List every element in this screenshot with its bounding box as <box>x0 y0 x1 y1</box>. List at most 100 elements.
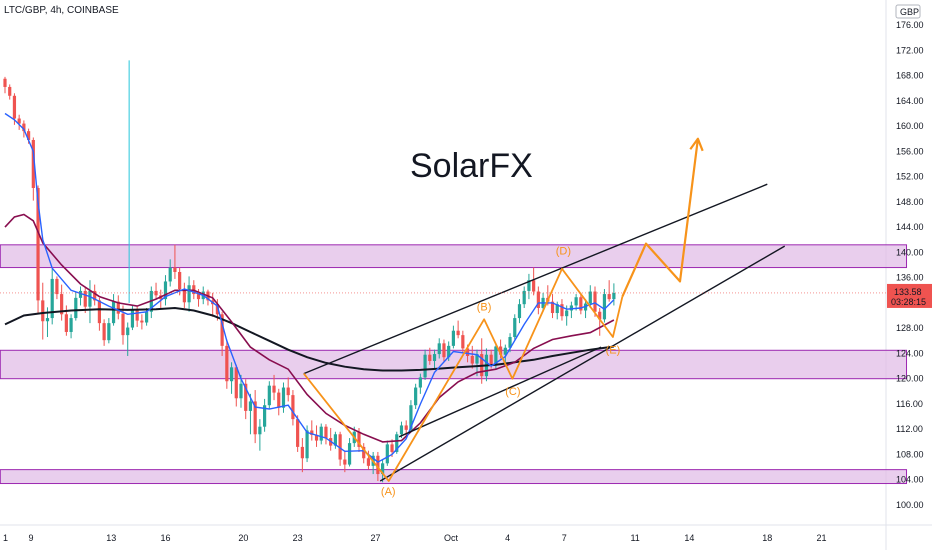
y-tick-label: 164.00 <box>896 96 924 106</box>
x-tick-label: 9 <box>28 533 33 543</box>
candle-body <box>418 377 422 388</box>
y-tick-label: 152.00 <box>896 172 924 182</box>
y-tick-label: 156.00 <box>896 146 924 156</box>
candle-body <box>447 345 451 358</box>
candle-body <box>107 323 111 341</box>
wave-label: (B) <box>477 301 492 313</box>
fast-moving-average-line <box>4 112 615 463</box>
y-tick-label: 112.00 <box>896 424 923 434</box>
candle-body <box>381 463 385 475</box>
candle-body <box>253 401 257 435</box>
symbol-title[interactable]: LTC/GBP, 4h, COINBASE <box>4 5 119 16</box>
candle-body <box>593 291 597 312</box>
candle-body <box>574 297 578 306</box>
trendline <box>303 183 768 375</box>
y-tick-label: 104.00 <box>896 475 924 485</box>
candle-body <box>116 301 120 314</box>
candle-body <box>69 318 73 332</box>
candle-body <box>27 131 31 140</box>
candle-body <box>88 290 92 307</box>
candle-body <box>475 354 479 364</box>
candle-body <box>347 443 352 465</box>
y-tick-label: 176.00 <box>896 20 924 30</box>
candle-body <box>560 304 564 317</box>
candle-body <box>244 383 248 411</box>
candle-body <box>569 305 573 311</box>
x-tick-label: 20 <box>238 533 248 543</box>
y-tick-label: 172.00 <box>896 45 924 55</box>
candle-body <box>338 434 342 460</box>
candle-body <box>296 419 300 447</box>
medium-moving-average-line <box>4 213 615 443</box>
x-tick-label: 14 <box>684 533 694 543</box>
candle-body <box>8 86 12 96</box>
candle-body <box>36 187 40 301</box>
candle-body <box>390 444 394 452</box>
last-price-value: 133.58 <box>894 287 922 297</box>
candle-body <box>12 95 17 119</box>
trendline <box>398 346 602 438</box>
candle-body <box>145 311 149 323</box>
x-tick-label: 23 <box>293 533 303 543</box>
elliott-wave-path <box>303 267 624 482</box>
projection-path <box>621 138 699 298</box>
candle-body <box>442 343 446 358</box>
candle-body <box>470 355 474 364</box>
x-tick-label: 13 <box>106 533 116 543</box>
candle-body <box>409 405 413 430</box>
wave-label: (D) <box>556 245 571 257</box>
x-tick-label: 4 <box>505 533 510 543</box>
wave-label: (E) <box>606 344 621 356</box>
candle-body <box>126 327 130 336</box>
support-resistance-zone <box>0 349 908 380</box>
candle-body <box>93 290 97 301</box>
candle-body <box>461 335 465 349</box>
candles-layer <box>3 76 616 483</box>
candle-body <box>414 387 418 406</box>
candle-body <box>187 285 191 303</box>
candle-body <box>272 385 276 393</box>
candle-body <box>225 345 229 382</box>
candle-body <box>451 330 455 346</box>
candle-body <box>220 314 224 346</box>
candle-body <box>395 434 399 452</box>
candle-body <box>111 301 116 324</box>
support-resistance-zone <box>0 244 908 269</box>
candle-body <box>258 426 262 435</box>
candle-body <box>423 354 427 378</box>
candle-body <box>404 425 408 430</box>
candle-body <box>489 354 493 365</box>
candle-body <box>376 455 380 475</box>
candle-body <box>83 290 87 307</box>
candle-body <box>102 323 106 341</box>
candle-body <box>41 300 45 322</box>
candle-body <box>550 301 555 314</box>
candle-body <box>428 354 432 362</box>
candle-body <box>135 309 139 321</box>
candle-body <box>536 291 540 308</box>
candle-body <box>607 294 611 300</box>
candle-body <box>598 311 602 320</box>
candle-body <box>522 290 526 305</box>
y-tick-label: 108.00 <box>896 449 924 459</box>
candle-body <box>50 278 54 319</box>
x-tick-label: 21 <box>817 533 827 543</box>
candle-body <box>310 430 314 435</box>
candle-body <box>437 343 441 355</box>
y-tick-label: 148.00 <box>896 197 924 207</box>
candle-body <box>527 280 531 291</box>
currency-badge[interactable] <box>895 4 921 19</box>
candle-body <box>22 123 26 132</box>
candle-body <box>78 290 83 298</box>
y-tick-label: 168.00 <box>896 71 924 81</box>
candle-body <box>3 78 7 87</box>
candle-body <box>74 297 78 319</box>
candle-body <box>163 281 168 300</box>
candle-body <box>602 294 607 320</box>
wave-label: (C) <box>505 386 520 398</box>
wave-pattern-layer: (A) (B) (C) (D) (E) <box>303 137 704 498</box>
candle-body <box>494 346 498 365</box>
candle-body <box>140 320 144 323</box>
